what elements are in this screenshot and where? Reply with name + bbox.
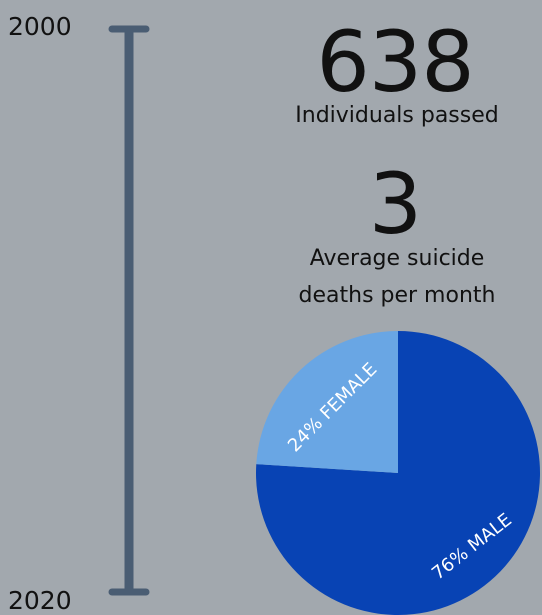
average-deaths-label-line1: Average suicide (309, 246, 485, 271)
pie-slice-female (256, 331, 398, 473)
average-deaths-value: 3 (368, 155, 422, 253)
timeline-start-year: 2000 (8, 12, 72, 41)
timeline-end-year: 2020 (8, 586, 72, 615)
average-deaths-label-line2: deaths per month (298, 283, 496, 308)
pie-slice-male (256, 331, 541, 615)
individuals-count: 638 (316, 13, 474, 111)
individuals-label: Individuals passed (295, 103, 499, 128)
